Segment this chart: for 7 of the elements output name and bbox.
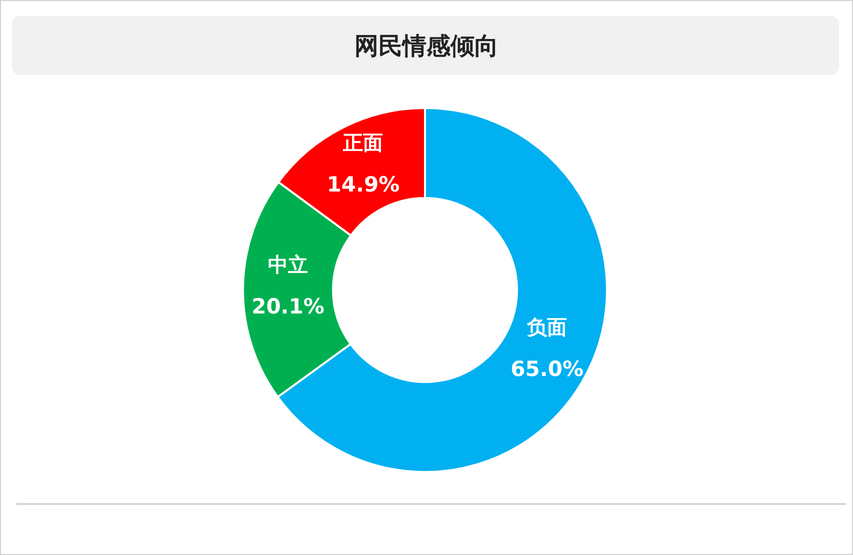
chart-title: 网民情感倾向 (354, 32, 498, 60)
slice-label: 正面 (342, 130, 384, 155)
data-label: 20.1% (252, 294, 324, 319)
slice-label: 中立 (268, 252, 308, 277)
data-label: 14.9% (326, 172, 400, 197)
data-label: 65.0% (510, 357, 584, 382)
slice-label: 负面 (526, 315, 568, 340)
